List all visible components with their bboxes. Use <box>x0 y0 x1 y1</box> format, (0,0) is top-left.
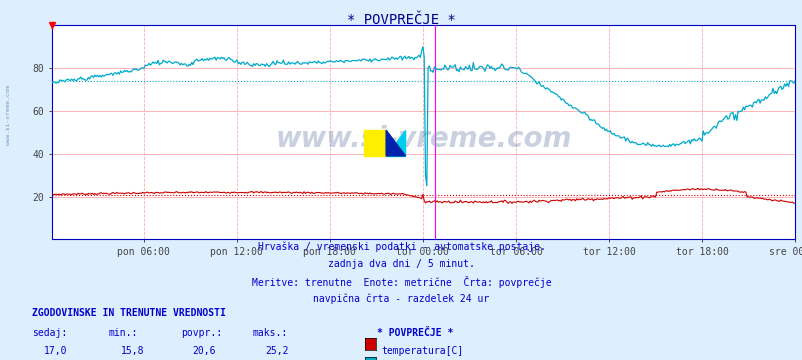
Text: ZGODOVINSKE IN TRENUTNE VREDNOSTI: ZGODOVINSKE IN TRENUTNE VREDNOSTI <box>32 308 225 318</box>
Text: sedaj:: sedaj: <box>32 328 67 338</box>
Text: min.:: min.: <box>108 328 138 338</box>
Text: Meritve: trenutne  Enote: metrične  Črta: povprečje: Meritve: trenutne Enote: metrične Črta: … <box>251 276 551 288</box>
Polygon shape <box>386 130 405 156</box>
Text: maks.:: maks.: <box>253 328 288 338</box>
Text: 25,2: 25,2 <box>265 346 288 356</box>
Text: navpična črta - razdelek 24 ur: navpična črta - razdelek 24 ur <box>313 294 489 304</box>
Text: www.si-vreme.com: www.si-vreme.com <box>6 85 11 145</box>
Text: 20,6: 20,6 <box>192 346 216 356</box>
Text: 15,8: 15,8 <box>120 346 144 356</box>
Text: * POVPREČJE *: * POVPREČJE * <box>346 13 456 27</box>
Text: temperatura[C]: temperatura[C] <box>381 346 463 356</box>
Text: www.si-vreme.com: www.si-vreme.com <box>275 125 571 153</box>
FancyBboxPatch shape <box>363 130 386 156</box>
Text: 17,0: 17,0 <box>44 346 67 356</box>
Text: povpr.:: povpr.: <box>180 328 221 338</box>
Text: zadnja dva dni / 5 minut.: zadnja dva dni / 5 minut. <box>328 259 474 269</box>
Text: * POVPREČJE *: * POVPREČJE * <box>377 328 453 338</box>
Polygon shape <box>386 130 405 156</box>
Text: Hrvaška / vremenski podatki - avtomatske postaje.: Hrvaška / vremenski podatki - avtomatske… <box>257 242 545 252</box>
